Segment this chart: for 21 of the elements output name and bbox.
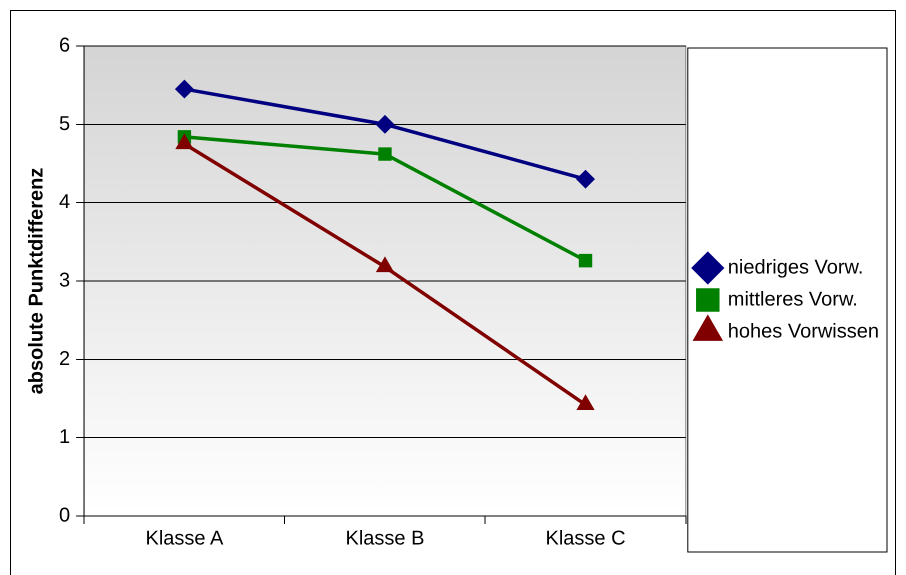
y-tick-label: 3 [59, 270, 70, 292]
y-tick-label: 6 [59, 34, 70, 57]
y-tick-label: 0 [59, 504, 70, 527]
point [176, 80, 194, 98]
point [377, 258, 393, 272]
y-axis-title: absolute Punktdifferenz [26, 168, 48, 394]
y-tick-label: 4 [59, 191, 70, 214]
legend-label: mittleres Vorw. [728, 288, 858, 311]
x-tick-label: Klasse B [345, 528, 424, 550]
y-tick-label: 1 [59, 426, 70, 448]
x-tick-label: Klasse A [145, 528, 224, 550]
x-tick-label: Klasse C [546, 528, 626, 550]
y-tick-label: 5 [59, 112, 70, 135]
y-tick-label: 2 [59, 348, 70, 370]
point [378, 147, 392, 161]
point [576, 170, 594, 188]
legend-label: niedriges Vorw. [728, 256, 864, 279]
point [578, 396, 594, 410]
point [578, 254, 592, 268]
point [376, 116, 394, 134]
legend-label: hohes Vorwissen [728, 320, 879, 343]
